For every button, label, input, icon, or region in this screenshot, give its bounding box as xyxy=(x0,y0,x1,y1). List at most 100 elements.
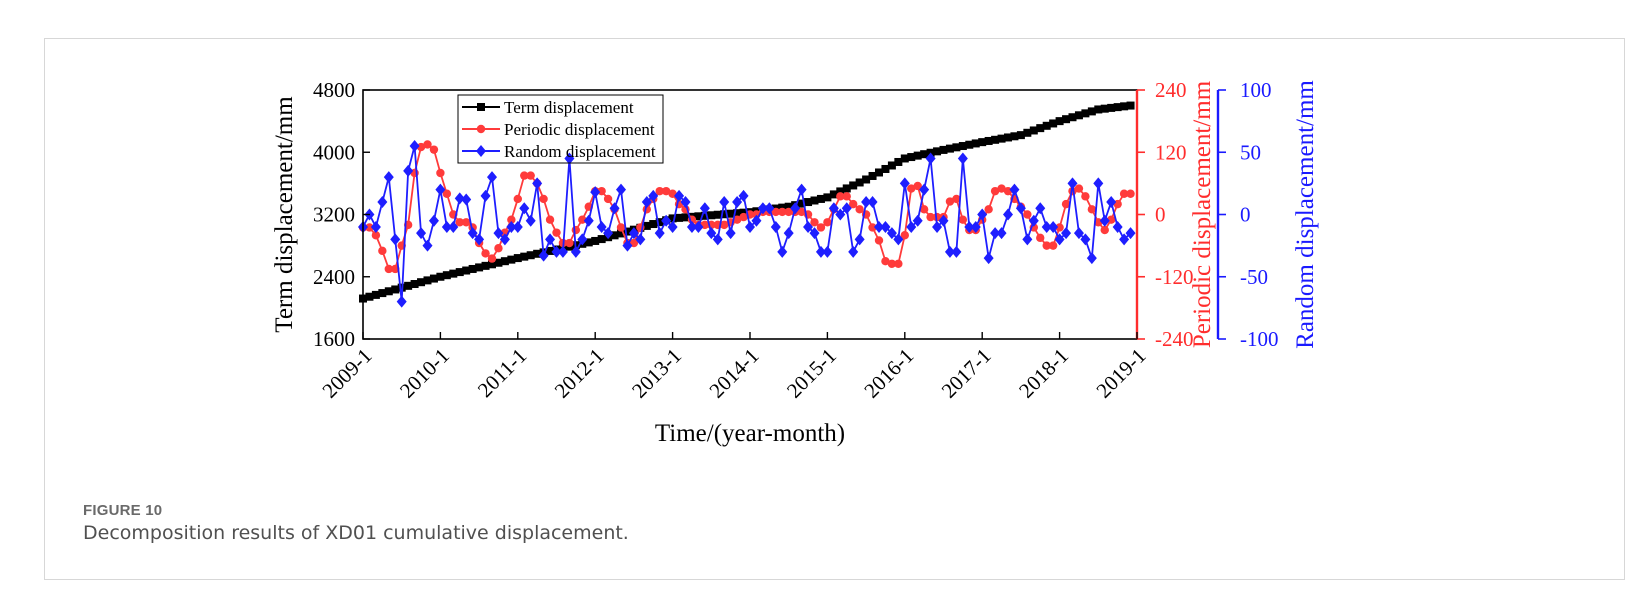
data-point xyxy=(686,220,697,233)
data-point xyxy=(461,193,472,206)
data-point xyxy=(545,215,555,224)
data-point xyxy=(1036,124,1045,133)
data-point xyxy=(699,202,710,215)
data-point xyxy=(1067,177,1078,190)
data-point xyxy=(1068,113,1077,122)
data-point xyxy=(783,227,794,240)
data-point xyxy=(1029,126,1038,135)
data-point xyxy=(552,228,561,237)
left-axis-tick-label: 4000 xyxy=(313,140,355,164)
data-point xyxy=(570,245,581,258)
data-point xyxy=(726,209,735,218)
data-point xyxy=(642,221,651,230)
data-point xyxy=(919,183,930,196)
data-point xyxy=(694,212,703,221)
data-point xyxy=(855,205,864,214)
data-point xyxy=(616,183,626,196)
data-point xyxy=(777,245,788,258)
data-point xyxy=(546,246,555,255)
data-point xyxy=(481,249,490,258)
data-point xyxy=(951,245,962,258)
data-point xyxy=(693,220,704,233)
data-point xyxy=(435,183,446,196)
data-point xyxy=(1041,220,1052,233)
random-axis-tick-label: 100 xyxy=(1240,78,1272,102)
data-point xyxy=(370,220,381,233)
data-point xyxy=(893,233,904,246)
data-point xyxy=(945,197,955,206)
data-point xyxy=(603,227,614,240)
data-point xyxy=(932,220,943,233)
data-point xyxy=(887,259,897,268)
series-diamond xyxy=(358,140,1136,308)
data-point xyxy=(365,223,374,232)
data-point xyxy=(828,202,839,215)
data-point xyxy=(462,218,471,227)
data-point xyxy=(500,257,509,266)
data-point xyxy=(583,214,594,227)
data-point xyxy=(526,251,535,260)
data-point xyxy=(868,223,877,232)
data-point xyxy=(778,207,787,217)
data-point xyxy=(448,220,459,233)
data-point xyxy=(1022,233,1033,246)
data-point xyxy=(841,202,852,215)
data-point xyxy=(810,196,819,205)
data-point xyxy=(1081,109,1090,118)
data-point xyxy=(1003,208,1013,221)
data-point xyxy=(836,192,845,201)
data-point xyxy=(680,196,691,209)
data-point xyxy=(520,171,529,180)
data-point xyxy=(1126,101,1135,110)
data-point xyxy=(487,171,497,184)
random-axis-tick-label: -50 xyxy=(1240,265,1268,289)
data-point xyxy=(1055,117,1064,126)
data-point xyxy=(416,227,427,240)
data-point xyxy=(790,202,801,215)
figure-label: FIGURE 10 xyxy=(83,502,163,519)
data-point xyxy=(933,147,942,156)
data-point xyxy=(655,186,664,196)
data-point xyxy=(900,154,909,163)
data-point xyxy=(925,152,936,165)
data-point xyxy=(617,229,625,238)
data-point xyxy=(983,252,994,265)
data-point xyxy=(732,215,742,224)
data-point xyxy=(964,220,975,233)
data-point xyxy=(868,171,877,180)
data-point xyxy=(551,245,562,258)
data-point xyxy=(1074,111,1083,120)
data-point xyxy=(1009,183,1020,196)
data-point xyxy=(1042,241,1051,250)
data-point xyxy=(391,285,400,294)
data-point xyxy=(661,214,672,227)
left-axis-tick-label: 4800 xyxy=(313,78,355,102)
data-point xyxy=(977,208,988,221)
data-point xyxy=(499,233,510,246)
data-point xyxy=(733,209,742,218)
data-point xyxy=(810,218,819,227)
data-point xyxy=(1015,202,1026,215)
data-point xyxy=(835,208,846,221)
data-point xyxy=(628,227,639,240)
data-point xyxy=(441,220,452,233)
data-point xyxy=(739,212,748,222)
data-point xyxy=(815,245,826,258)
data-point xyxy=(836,187,845,196)
data-point xyxy=(409,140,420,153)
data-point xyxy=(912,214,923,227)
data-point xyxy=(661,186,671,196)
data-point xyxy=(449,269,458,278)
data-point xyxy=(436,168,445,178)
data-point xyxy=(525,214,536,227)
data-point xyxy=(991,135,1000,144)
data-point xyxy=(720,220,729,230)
data-point xyxy=(428,214,439,227)
data-point xyxy=(919,205,929,214)
data-point xyxy=(1061,199,1071,209)
data-point xyxy=(378,289,387,298)
data-point xyxy=(532,177,543,190)
data-point xyxy=(984,136,993,145)
data-point xyxy=(597,186,606,196)
